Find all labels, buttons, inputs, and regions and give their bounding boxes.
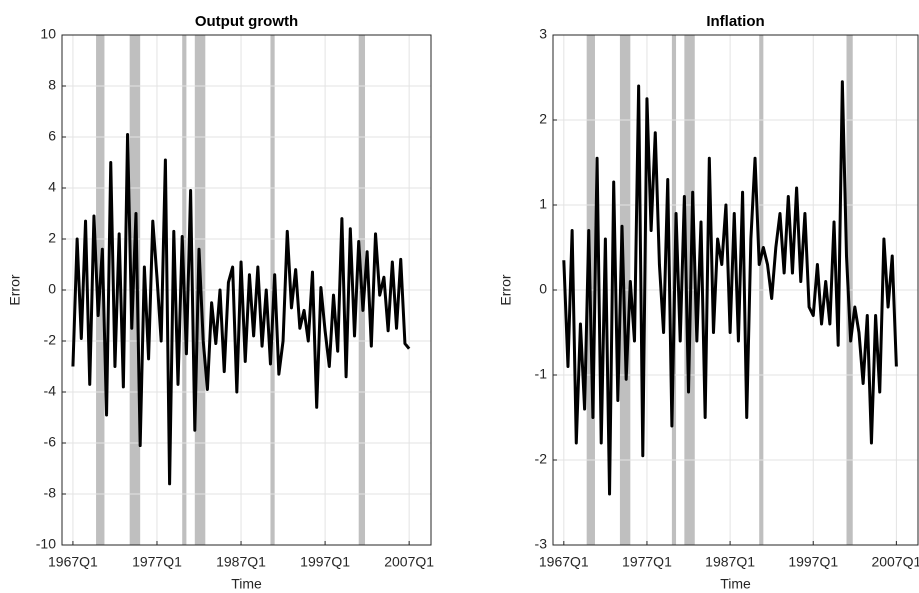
- y-tick-label: -2: [44, 332, 57, 348]
- y-tick-label: -4: [44, 383, 57, 399]
- y-tick-label: 3: [539, 26, 547, 42]
- x-tick-label: 2007Q1: [871, 554, 919, 570]
- y-tick-label: 10: [40, 26, 56, 42]
- x-axis-label: Time: [720, 576, 751, 592]
- x-tick-label: 1997Q1: [300, 554, 350, 570]
- y-tick-label: 2: [539, 111, 547, 127]
- chart-title: Inflation: [706, 13, 764, 30]
- x-tick-label: 1987Q1: [705, 554, 755, 570]
- y-tick-label: -8: [44, 485, 57, 501]
- x-tick-label: 1977Q1: [622, 554, 672, 570]
- y-tick-label: 6: [48, 128, 56, 144]
- x-tick-label: 2007Q1: [384, 554, 434, 570]
- subplot: -3 -2 -1 0 1 2 3 1967Q1 1977Q1 1987Q1 1997Q1 2007Q1…: [498, 13, 919, 592]
- y-tick-label: -6: [44, 434, 57, 450]
- x-tick-label: 1967Q1: [48, 554, 98, 570]
- subplot: -10 -8 -6 -4 -2 0 2 4 6 8 10 1967Q1 1977Q1 1987Q1 1997…: [7, 13, 435, 592]
- y-tick-label: -10: [36, 536, 56, 552]
- axes-frame: [552, 34, 919, 546]
- y-tick-label: 8: [48, 77, 56, 93]
- y-axis-label: Error: [7, 274, 23, 305]
- axes-frame: [61, 34, 432, 546]
- y-tick-label: -1: [535, 366, 548, 382]
- y-tick-label: 0: [539, 281, 547, 297]
- x-tick-label: 1997Q1: [788, 554, 838, 570]
- chart-title: Output growth: [195, 13, 298, 30]
- y-tick-label: 2: [48, 230, 56, 246]
- y-tick-label: 1: [539, 196, 547, 212]
- data-line: [562, 80, 898, 496]
- data-line: [71, 132, 411, 486]
- y-axis-label: Error: [498, 274, 514, 305]
- y-tick-label: -2: [535, 451, 548, 467]
- y-tick-label: 4: [48, 179, 56, 195]
- x-tick-label: 1967Q1: [539, 554, 589, 570]
- y-tick-label: 0: [48, 281, 56, 297]
- x-tick-label: 1987Q1: [216, 554, 266, 570]
- y-tick-label: -3: [535, 536, 548, 552]
- x-tick-label: 1977Q1: [132, 554, 182, 570]
- x-axis-label: Time: [231, 576, 262, 592]
